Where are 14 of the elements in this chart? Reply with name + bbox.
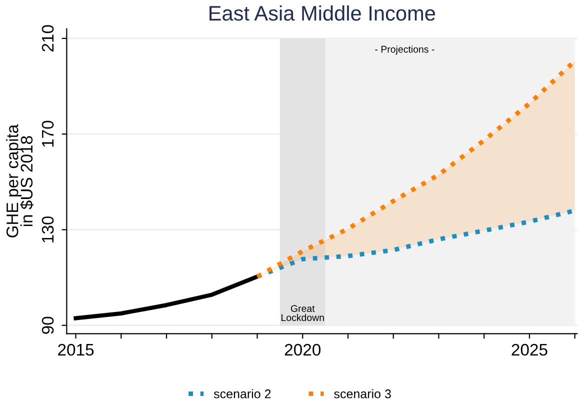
y-tick-label: 90 xyxy=(42,316,54,334)
y-axis-title: GHE per capita in $US 2018 xyxy=(6,124,34,238)
band-label: Great Lockdown xyxy=(282,305,324,322)
legend-label: scenario 3 xyxy=(334,389,391,398)
y-tick-label: 170 xyxy=(42,120,54,147)
line-series xyxy=(74,274,260,320)
y-tick-label: 130 xyxy=(42,216,54,242)
chart-title: East Asia Middle Income xyxy=(210,5,436,21)
x-tick-label: 2025 xyxy=(512,344,548,356)
band-label: - Projections - xyxy=(375,46,434,55)
legend-label: scenario 2 xyxy=(214,389,271,398)
x-tick-label: 2015 xyxy=(58,344,94,356)
y-tick-label: 210 xyxy=(42,25,54,52)
x-tick-label: 2020 xyxy=(284,344,321,356)
